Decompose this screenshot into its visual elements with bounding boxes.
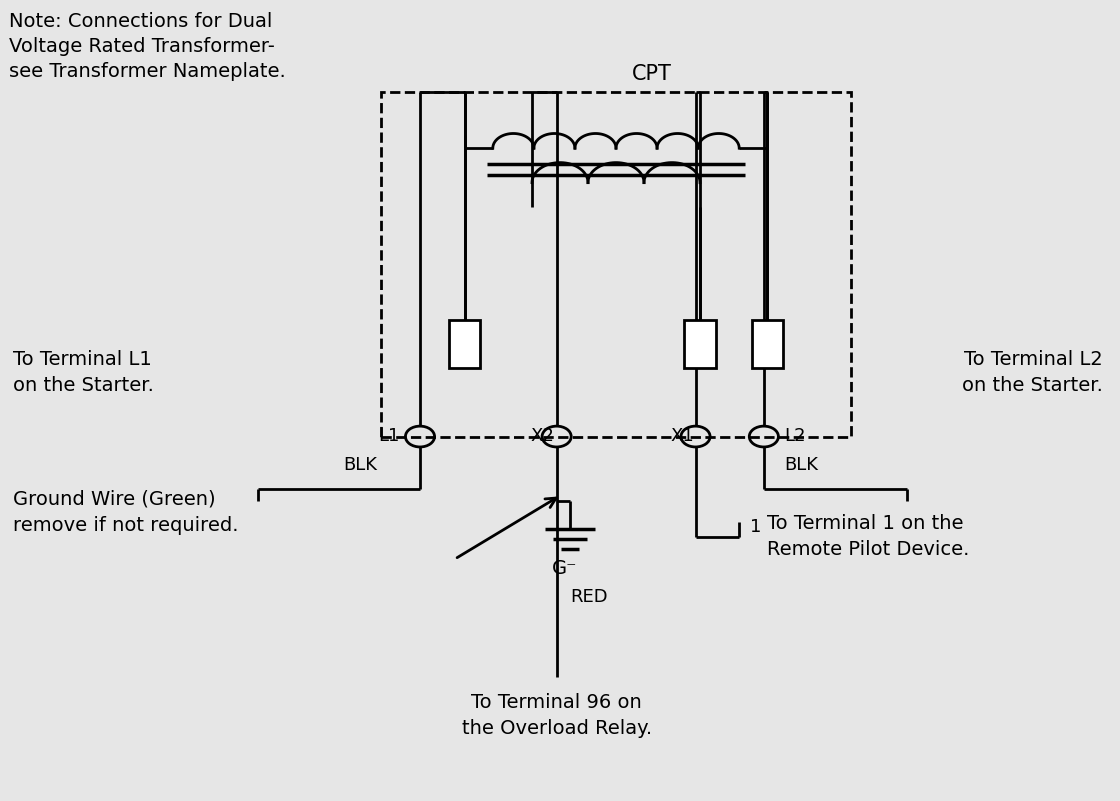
Text: G⁻: G⁻ (552, 559, 577, 578)
Text: CPT: CPT (632, 64, 672, 83)
Bar (752, 320, 783, 368)
Bar (381, 92, 851, 437)
Bar (449, 320, 480, 368)
Text: Note: Connections for Dual
Voltage Rated Transformer-
see Transformer Nameplate.: Note: Connections for Dual Voltage Rated… (9, 12, 286, 81)
Text: BLK: BLK (344, 457, 377, 474)
Bar (684, 320, 716, 368)
Text: 1: 1 (750, 518, 762, 536)
Text: To Terminal L1
on the Starter.: To Terminal L1 on the Starter. (13, 350, 155, 395)
Text: To Terminal 1 on the
Remote Pilot Device.: To Terminal 1 on the Remote Pilot Device… (767, 514, 970, 559)
Text: L2: L2 (784, 427, 805, 445)
Text: BLK: BLK (784, 457, 818, 474)
Text: To Terminal 96 on
the Overload Relay.: To Terminal 96 on the Overload Relay. (461, 693, 652, 739)
Text: To Terminal L2
on the Starter.: To Terminal L2 on the Starter. (962, 350, 1103, 395)
Text: Ground Wire (Green)
remove if not required.: Ground Wire (Green) remove if not requir… (13, 490, 239, 535)
Text: RED: RED (570, 588, 608, 606)
Text: X2: X2 (531, 427, 554, 445)
Text: L1: L1 (379, 427, 400, 445)
Text: X1: X1 (671, 427, 694, 445)
